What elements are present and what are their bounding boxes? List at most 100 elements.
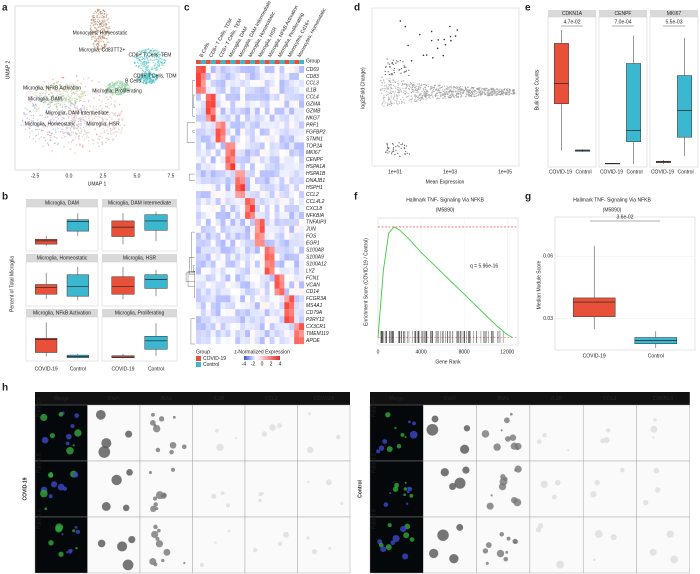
- heatmap-cell: [294, 156, 300, 164]
- heatmap-cell: [259, 316, 265, 324]
- ma-point: [381, 88, 384, 90]
- umap-point: [94, 23, 97, 26]
- ma-point: [388, 96, 390, 98]
- heatmap-cell: [230, 295, 236, 303]
- heatmap-cell: [254, 163, 260, 171]
- umap-point: [113, 104, 116, 106]
- ma-point: [396, 91, 399, 94]
- ma-point: [432, 97, 434, 99]
- umap-point: [140, 77, 142, 80]
- heatmap-cell: [230, 330, 236, 338]
- umap-point: [155, 58, 158, 60]
- umap-point: [151, 54, 154, 56]
- heatmap-cell: [284, 205, 290, 213]
- heatmap-cell: [250, 66, 256, 74]
- cell-blob: [403, 532, 410, 539]
- umap-point: [115, 83, 117, 85]
- umap-point: [69, 83, 71, 86]
- cell-blob: [328, 546, 332, 550]
- umap-point: [107, 34, 110, 37]
- heatmap-cell: [289, 232, 295, 240]
- heatmap-cell: [200, 93, 206, 101]
- umap-point: [48, 101, 51, 104]
- umap-point: [93, 30, 96, 33]
- umap-point: [118, 94, 120, 96]
- ma-point: [388, 147, 390, 149]
- heatmap-cell: [225, 246, 231, 254]
- umap-point: [119, 131, 121, 134]
- heatmap-cell: [225, 79, 231, 87]
- gene-label: JUN: [305, 227, 316, 233]
- ma-point: [434, 95, 437, 98]
- heatmap-cell: [289, 274, 295, 282]
- scale-tick-label: 4: [279, 361, 282, 367]
- heatmap-cell: [299, 225, 305, 233]
- heatmap-cell: [240, 72, 246, 80]
- umap-point: [76, 86, 78, 89]
- heatmap-cell: [200, 330, 206, 338]
- umap-point: [134, 61, 136, 63]
- heatmap-cell: [245, 316, 251, 324]
- cell-blob: [514, 465, 522, 473]
- ma-point: [410, 92, 412, 94]
- ma-point: [391, 102, 393, 104]
- heatmap-cell: [274, 218, 280, 226]
- ma-point: [406, 95, 409, 98]
- heatmap-cell: [245, 163, 251, 171]
- umap-point: [97, 40, 100, 43]
- umap-point: [64, 97, 66, 100]
- ma-point: [506, 89, 508, 92]
- umap-point: [105, 24, 107, 26]
- heatmap-cell: [294, 288, 300, 296]
- heatmap-cell: [274, 149, 280, 157]
- ma-point: [421, 96, 424, 98]
- umap-point: [72, 120, 74, 123]
- ma-point: [387, 102, 389, 104]
- heatmap-cell: [279, 337, 285, 345]
- heatmap-cell: [254, 267, 260, 275]
- heatmap-cell: [225, 114, 231, 122]
- heatmap-cell: [245, 177, 251, 185]
- umap-point: [90, 115, 92, 117]
- umap-point: [69, 107, 71, 110]
- heatmap-cell: [284, 163, 290, 171]
- umap-point: [155, 78, 158, 81]
- heatmap-cell: [250, 128, 256, 136]
- ma-point: [391, 87, 393, 90]
- ma-point: [455, 96, 458, 98]
- umap-point: [54, 103, 56, 106]
- umap-point: [98, 123, 100, 125]
- ma-point: [385, 88, 387, 90]
- umap-point: [80, 108, 82, 111]
- cell-blob: [499, 531, 505, 537]
- heatmap-cell: [220, 253, 226, 261]
- ma-point: [453, 86, 456, 89]
- umap-point: [141, 62, 144, 65]
- ma-point: [393, 67, 396, 70]
- ma-point: [437, 84, 439, 87]
- umap-point: [52, 85, 55, 87]
- umap-point: [55, 103, 58, 105]
- panel-letter: c: [184, 3, 190, 14]
- heatmap-cell: [250, 191, 256, 199]
- umap-point: [120, 112, 122, 114]
- heatmap-cell: [274, 198, 280, 206]
- umap-point: [66, 91, 68, 93]
- heatmap-cell: [215, 274, 221, 282]
- ma-point: [492, 89, 494, 91]
- dendrogram: [192, 80, 195, 117]
- ma-point: [498, 91, 500, 93]
- umap-point: [105, 141, 107, 144]
- cluster-label: Microglia, DAM: [28, 96, 62, 102]
- ma-point: [411, 85, 414, 87]
- heatmap-cell: [240, 295, 246, 303]
- ma-point: [392, 91, 394, 93]
- umap-point: [43, 81, 46, 83]
- heatmap-cell: [205, 218, 211, 226]
- group-label: COVID-19: [22, 477, 28, 500]
- ma-point: [384, 102, 386, 104]
- umap-point: [74, 107, 76, 109]
- ma-point: [461, 86, 464, 88]
- umap-point: [103, 19, 105, 21]
- umap-point: [100, 38, 102, 40]
